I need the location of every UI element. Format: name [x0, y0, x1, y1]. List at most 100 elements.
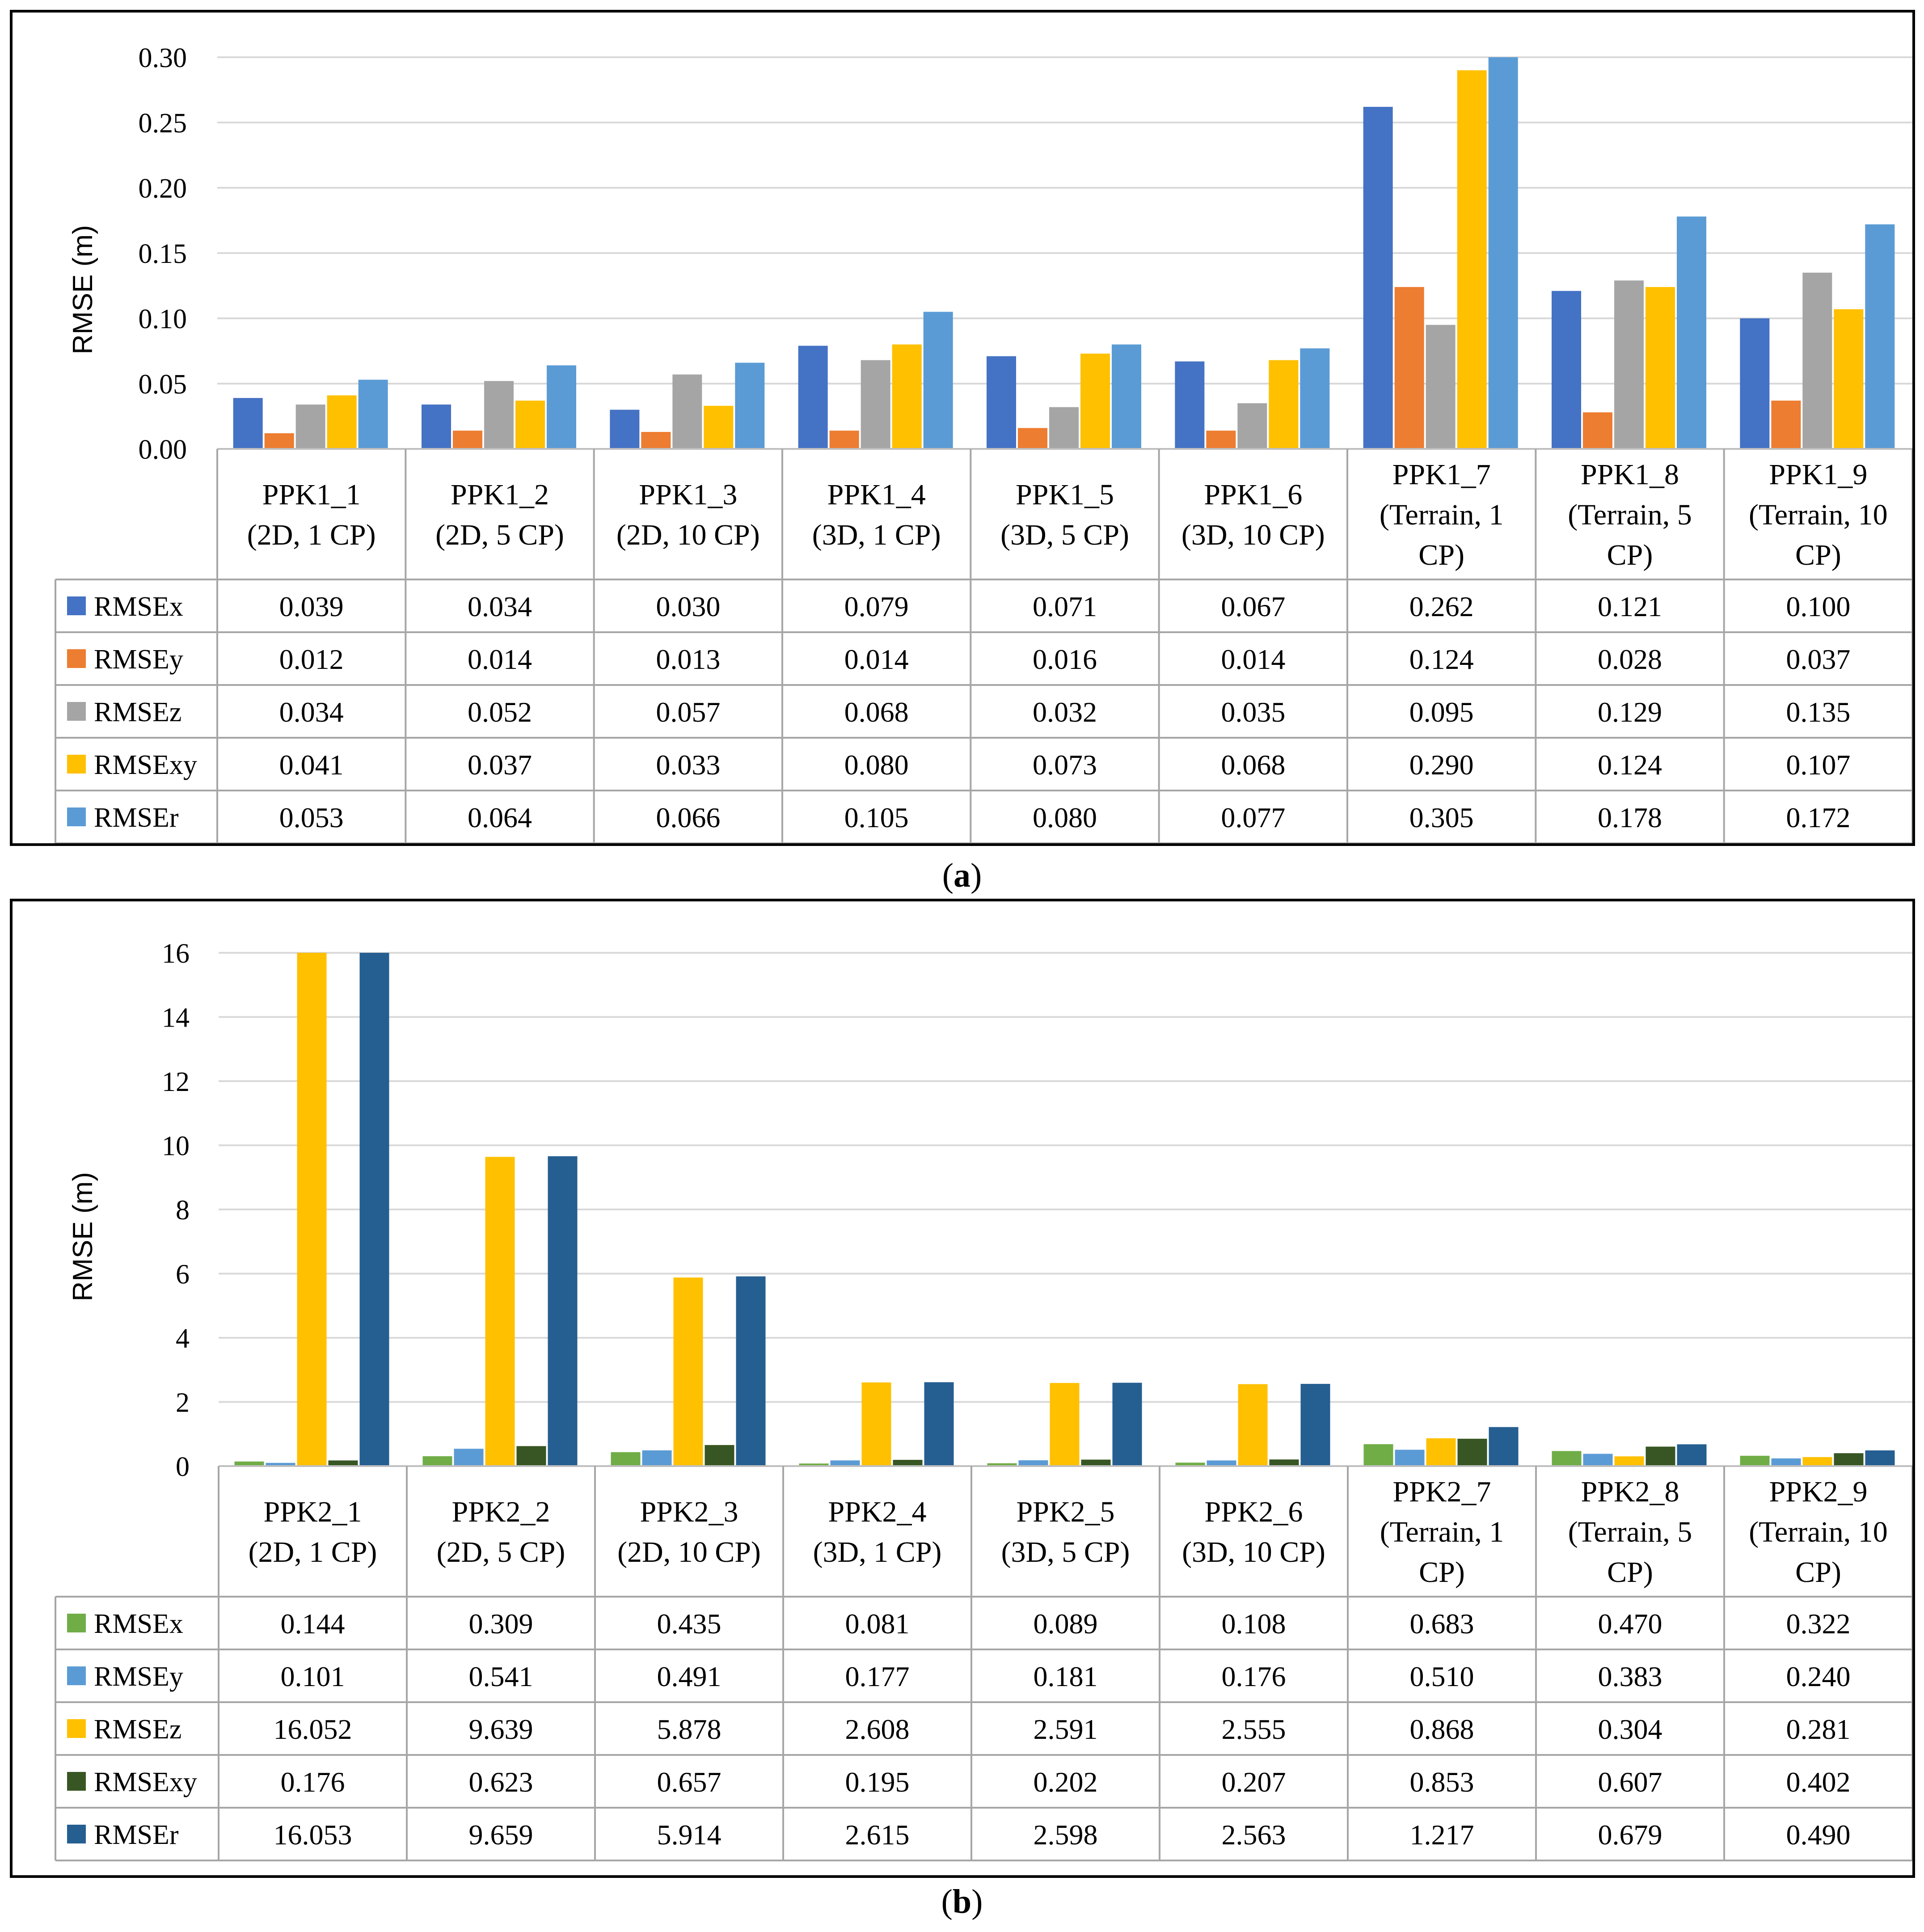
category-label: PPK2_7 — [1392, 1475, 1491, 1508]
table-cell-rmsex: 0.470 — [1598, 1608, 1662, 1640]
category-label: (2D, 5 CP) — [437, 1536, 565, 1568]
bar-rmsex-6 — [1175, 361, 1205, 449]
table-cell-rmsexy: 0.195 — [845, 1766, 910, 1798]
legend-label-rmsez: RMSEz — [94, 1714, 181, 1745]
bar-rmsex-4 — [798, 346, 828, 449]
legend-label-rmser: RMSEr — [94, 1820, 179, 1850]
table-cell-rmser: 0.080 — [1033, 802, 1097, 833]
bar-rmsez-7 — [1426, 325, 1456, 449]
bar-rmsez-4 — [861, 360, 890, 449]
bar-rmsey-1 — [266, 1463, 295, 1466]
table-cell-rmsez: 2.591 — [1034, 1713, 1098, 1745]
category-label: PPK1_9 — [1769, 458, 1867, 491]
table-cell-rmsex: 0.144 — [281, 1608, 345, 1640]
table-cell-rmsex: 0.100 — [1786, 591, 1850, 622]
legend-label-rmsey: RMSEy — [94, 1661, 183, 1692]
category-label: (Terrain, 1 — [1380, 499, 1504, 531]
y-tick-label: 6 — [176, 1260, 190, 1290]
bar-rmsez-1 — [297, 953, 327, 1466]
category-label: (2D, 5 CP) — [435, 519, 564, 551]
table-cell-rmsexy: 0.124 — [1598, 749, 1662, 781]
bar-rmsey-6 — [1207, 1460, 1236, 1466]
category-label: CP) — [1419, 1556, 1465, 1589]
bars-group — [234, 953, 1895, 1466]
bar-rmsey-8 — [1583, 1454, 1613, 1466]
bar-rmser-7 — [1489, 1427, 1519, 1466]
bar-rmsexy-7 — [1457, 70, 1487, 449]
legend-key-rmser — [67, 807, 86, 826]
table-cell-rmsexy: 0.107 — [1786, 749, 1850, 781]
bar-rmsexy-5 — [1080, 353, 1110, 449]
bar-rmsexy-2 — [516, 1446, 546, 1466]
table-cell-rmsez: 0.035 — [1221, 696, 1285, 728]
table-cell-rmsey: 0.016 — [1033, 643, 1097, 675]
bar-rmser-8 — [1677, 1444, 1707, 1466]
caption-b-close: ) — [971, 1883, 983, 1920]
table-cell-rmsexy: 0.033 — [656, 749, 720, 781]
bar-rmsex-3 — [610, 410, 640, 449]
category-label: (3D, 1 CP) — [812, 519, 941, 551]
bar-rmsey-7 — [1395, 1450, 1425, 1466]
category-label: (2D, 10 CP) — [616, 519, 760, 551]
y-axis-title: RMSE (m) — [68, 1172, 98, 1301]
y-axis-title: RMSE (m) — [68, 225, 98, 354]
bar-rmsexy-1 — [328, 1460, 358, 1466]
bar-rmsey-8 — [1583, 412, 1612, 449]
bar-rmsez-4 — [861, 1382, 891, 1466]
y-tick-label: 0.30 — [139, 43, 187, 73]
table-cell-rmsex: 0.262 — [1409, 591, 1474, 622]
bar-rmsexy-4 — [893, 1460, 923, 1466]
bar-rmser-1 — [359, 953, 389, 1466]
caption-b: (b) — [0, 1882, 1924, 1921]
bar-rmsey-7 — [1394, 287, 1424, 449]
table-cell-rmsey: 0.240 — [1786, 1661, 1851, 1692]
legend-key-rmsex — [67, 1614, 86, 1632]
table-cell-rmsez: 5.878 — [657, 1713, 722, 1745]
legend-key-rmsez — [67, 702, 86, 721]
bar-rmsex-9 — [1740, 318, 1770, 449]
bar-rmsex-1 — [233, 398, 263, 449]
table-cell-rmsexy: 0.068 — [1221, 749, 1285, 781]
table-cell-rmser: 0.053 — [279, 802, 344, 833]
table-cell-rmsex: 0.081 — [845, 1608, 910, 1640]
bar-rmsexy-7 — [1457, 1438, 1487, 1466]
table-cell-rmsey: 0.028 — [1598, 643, 1662, 675]
legend-key-rmsey — [67, 1666, 86, 1685]
category-label: (3D, 5 CP) — [1001, 1536, 1130, 1568]
table-cell-rmser: 0.064 — [468, 802, 532, 833]
bar-rmsey-2 — [454, 1449, 484, 1466]
bar-rmsey-2 — [453, 431, 482, 449]
legend-label-rmsey: RMSEy — [94, 644, 183, 675]
bar-rmser-5 — [1112, 344, 1141, 449]
table-cell-rmser: 1.217 — [1410, 1819, 1474, 1851]
caption-a-close: ) — [970, 857, 982, 894]
table-cell-rmser: 0.178 — [1598, 802, 1662, 833]
bar-rmsey-1 — [264, 433, 294, 449]
legend-key-rmsey — [67, 649, 86, 668]
table-cell-rmsez: 0.032 — [1033, 696, 1097, 728]
category-label: (3D, 5 CP) — [1000, 519, 1129, 551]
caption-a-letter: a — [954, 857, 970, 894]
bar-rmsexy-1 — [327, 395, 357, 449]
bar-rmsexy-9 — [1834, 1453, 1864, 1466]
table-cell-rmsex: 0.108 — [1222, 1608, 1286, 1640]
bar-rmsey-5 — [1018, 428, 1047, 449]
category-label: (Terrain, 10 — [1749, 1516, 1888, 1548]
category-label: PPK1_8 — [1581, 458, 1679, 491]
table-cell-rmsex: 0.067 — [1221, 591, 1285, 622]
category-label: PPK2_8 — [1581, 1475, 1679, 1508]
bar-rmsex-9 — [1740, 1455, 1770, 1466]
category-label: PPK2_6 — [1204, 1496, 1303, 1528]
table-cell-rmsex: 0.039 — [279, 591, 344, 622]
category-label: CP) — [1418, 539, 1464, 571]
category-label: PPK1_2 — [451, 478, 549, 511]
table-cell-rmsex: 0.071 — [1033, 591, 1097, 622]
table-cell-rmsex: 0.683 — [1410, 1608, 1474, 1640]
table-cell-rmsexy: 0.037 — [468, 749, 532, 781]
bar-rmsexy-3 — [704, 406, 734, 449]
bar-rmsey-4 — [830, 1460, 860, 1466]
table-cell-rmser: 0.490 — [1786, 1819, 1851, 1851]
caption-b-open: ( — [941, 1883, 953, 1920]
legend-label-rmsexy: RMSExy — [94, 1767, 197, 1797]
bars-group — [233, 57, 1895, 449]
